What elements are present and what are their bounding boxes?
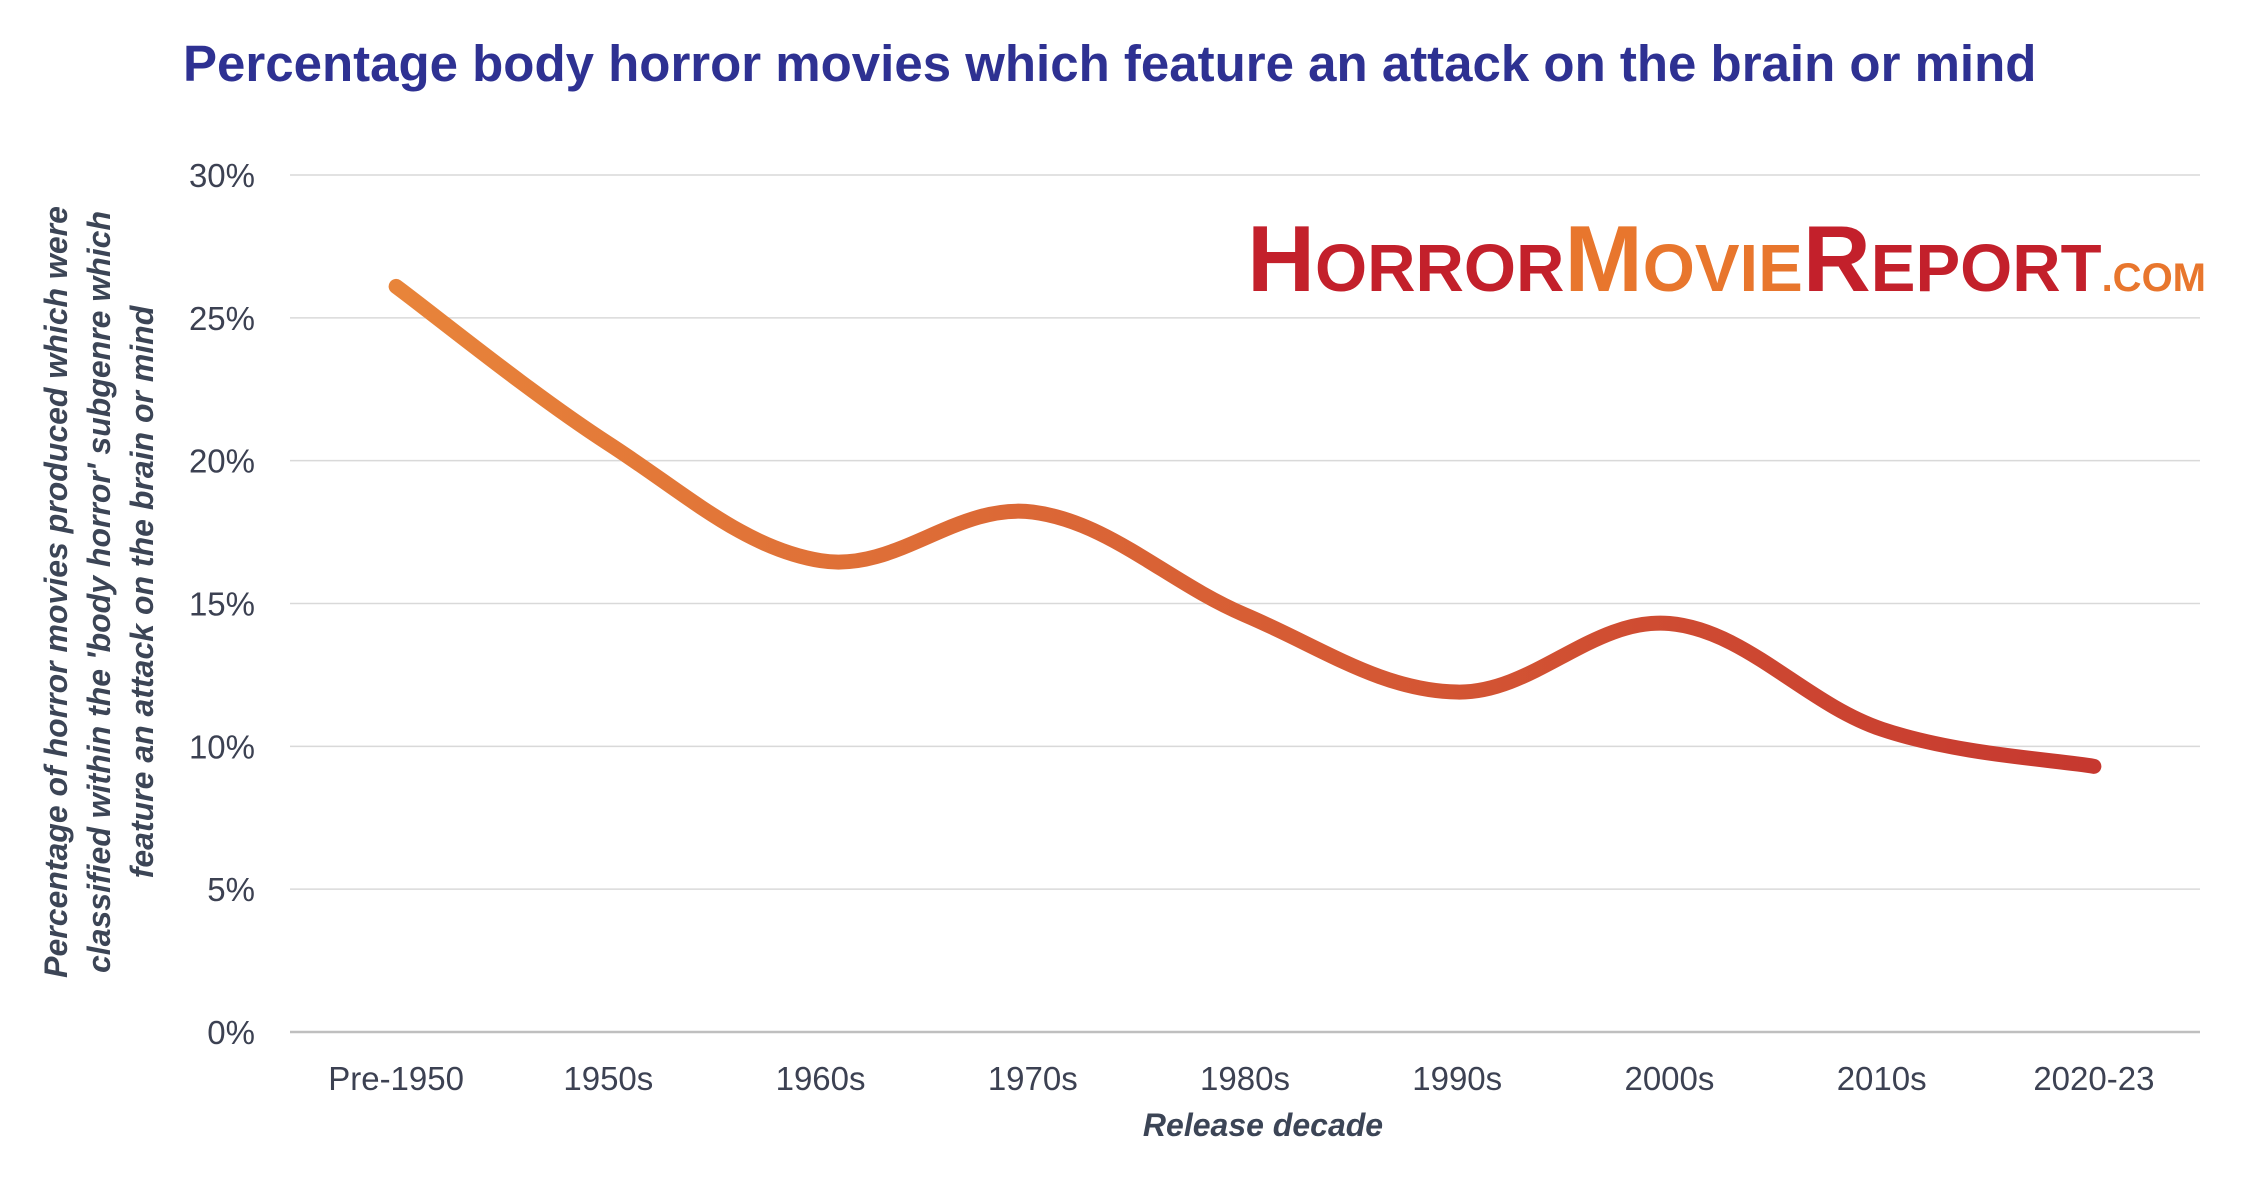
y-axis-title-line: Percentage of horror movies produced whi… [38,206,74,978]
y-axis-title-line: feature an attack on the brain or mind [124,304,160,878]
brand-logo: HORRORMOVIEREPORT.COM [1247,212,2206,306]
x-axis-title: Release decade [1143,1107,1383,1143]
y-axis-title-line: classified within the 'body horror' subg… [81,211,117,973]
logo-part: R [1802,206,1871,311]
y-tick-label: 25% [189,300,255,337]
x-tick-label: Pre-1950 [328,1060,464,1097]
logo-part: M [1564,206,1643,311]
x-tick-label: 2000s [1624,1060,1714,1097]
y-tick-label: 30% [189,157,255,194]
x-tick-label: 1970s [988,1060,1078,1097]
y-tick-label: 0% [207,1014,255,1051]
x-tick-label: 1980s [1200,1060,1290,1097]
y-tick-label: 10% [189,728,255,765]
y-tick-label: 5% [207,871,255,908]
logo-part: ORROR [1315,231,1565,306]
x-tick-label: 2020-23 [2033,1060,2154,1097]
x-tick-label: 1950s [563,1060,653,1097]
series-line [388,278,2102,774]
x-tick-label: 1960s [776,1060,866,1097]
y-tick-label: 20% [189,443,255,480]
logo-part: EPORT [1870,231,2102,306]
logo-part: H [1247,206,1316,311]
x-tick-label: 2010s [1837,1060,1927,1097]
y-tick-label: 15% [189,586,255,623]
x-tick-label: 1990s [1412,1060,1502,1097]
chart-title: Percentage body horror movies which feat… [183,35,2037,92]
logo-part: .COM [2101,256,2206,300]
logo-part: OVIE [1642,231,1803,306]
